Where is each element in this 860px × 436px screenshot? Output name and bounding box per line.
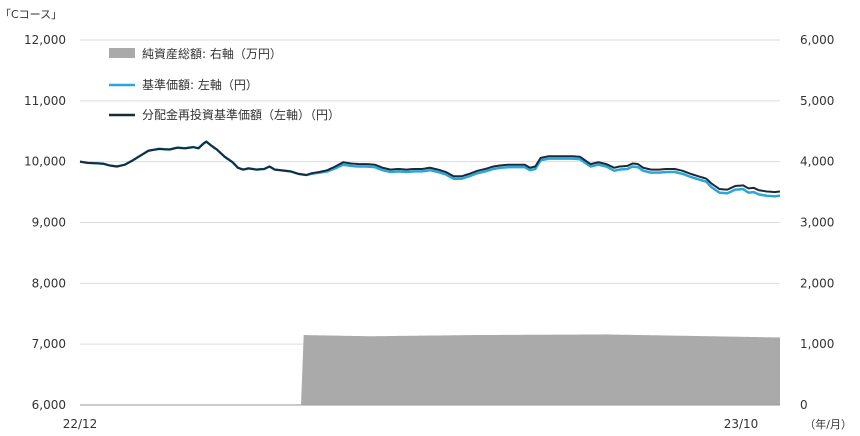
line-series-group: [79, 140, 781, 198]
left-axis-tick-label: 11,000: [24, 94, 66, 108]
left-axis-tick-label: 9,000: [32, 216, 66, 230]
legend-label-nav-reinvested: 分配金再投資基準価額（左軸）（円）: [142, 107, 340, 122]
legend-label-net-assets: 純資産総額: 右軸（万円）: [142, 46, 282, 61]
left-axis-tick-label: 8,000: [32, 276, 66, 290]
chart-title: 「Cコース」: [0, 8, 62, 21]
left-axis-tick-label: 6,000: [32, 398, 66, 412]
right-axis-tick-label: 2,000: [800, 276, 834, 290]
x-tick-end: 23/10: [724, 417, 759, 431]
axes: 6,000 0 7,000 1,000 8,000 2,000 9,000 3,000 10,0…: [24, 33, 834, 412]
right-axis-tick-label: 1,000: [800, 337, 834, 351]
x-unit-label: （年/月）: [804, 417, 852, 431]
right-axis-tick-label: 4,000: [800, 155, 834, 169]
right-axis-tick-label: 0: [800, 398, 808, 412]
net-assets-area: [80, 334, 780, 405]
net-assets-area-group: [80, 334, 780, 405]
legend: 純資産総額: 右軸（万円） 基準価額: 左軸（円） 分配金再投資基準価額（左軸）…: [109, 46, 340, 122]
left-axis-tick-label: 10,000: [24, 155, 66, 169]
left-axis-tick-label: 12,000: [24, 33, 66, 47]
legend-label-nav: 基準価額: 左軸（円）: [142, 77, 258, 92]
right-axis-tick-label: 6,000: [800, 33, 834, 47]
legend-swatch-net-assets: [109, 48, 135, 58]
left-axis-tick-label: 7,000: [32, 337, 66, 351]
nav-reinvested-line: [79, 140, 781, 194]
x-tick-start: 22/12: [63, 417, 98, 431]
right-axis-tick-label: 5,000: [800, 94, 834, 108]
right-axis-tick-label: 3,000: [800, 216, 834, 230]
